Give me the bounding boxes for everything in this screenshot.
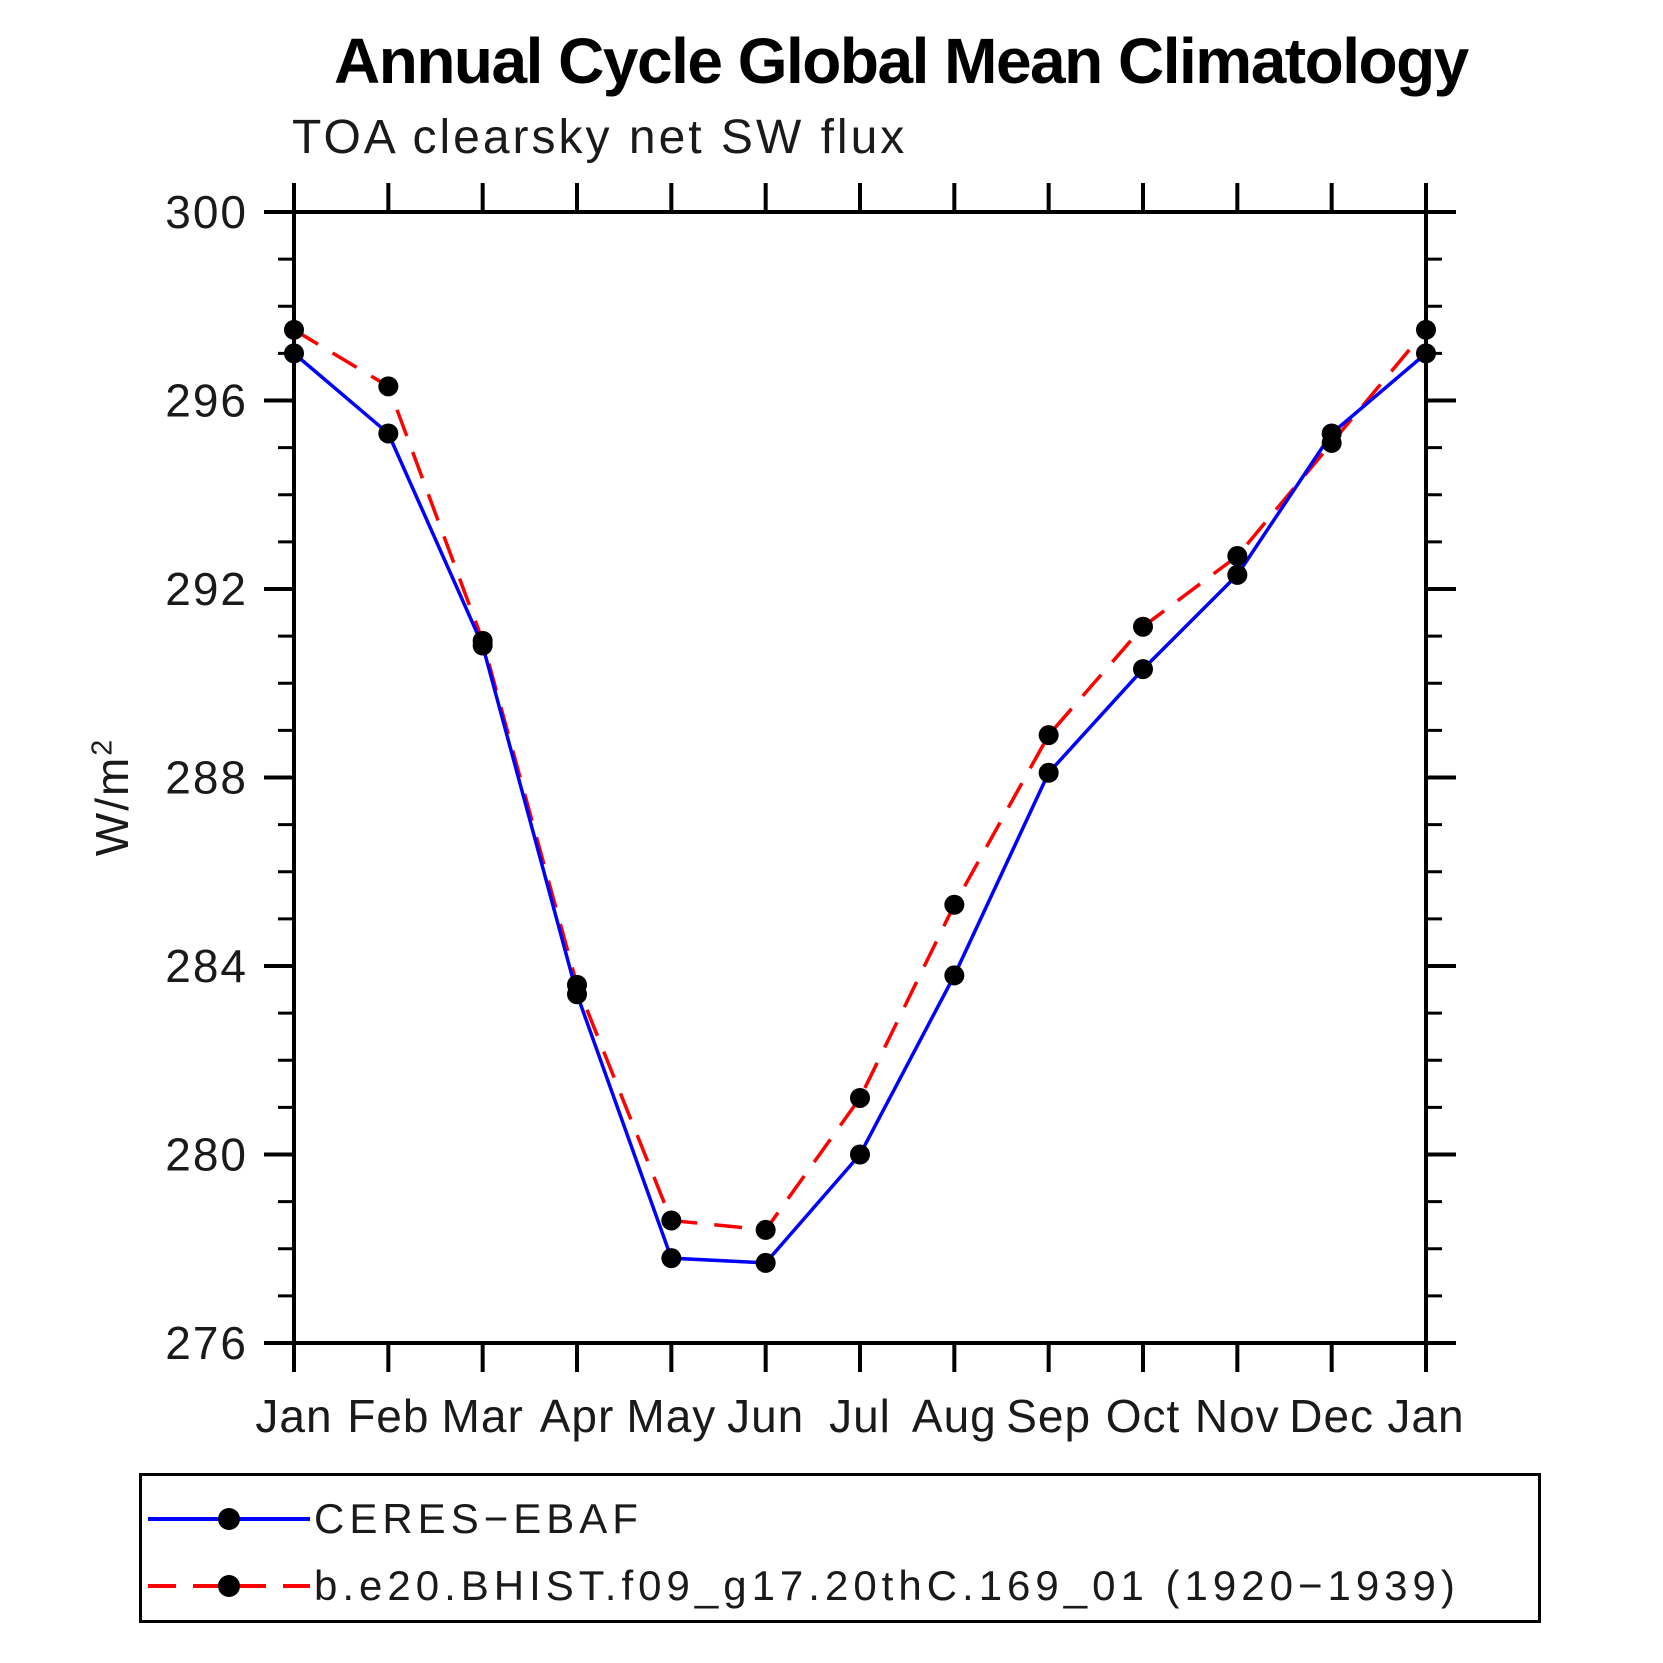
x-tick-label: Sep <box>1006 1390 1091 1442</box>
data-point-marker <box>1227 564 1248 585</box>
y-tick-label: 300 <box>165 186 248 238</box>
legend-label-model: b.e20.BHIST.f09_g17.20thC.169_01 (1920−1… <box>314 1562 1460 1609</box>
chart-subtitle: TOA clearsky net SW flux <box>292 111 908 164</box>
legend-entry-ceres: CERES−EBAF <box>148 1498 643 1540</box>
data-point-marker <box>944 965 965 986</box>
y-tick-label: 284 <box>165 940 248 992</box>
data-point-marker <box>1038 725 1059 746</box>
x-tick-label: May <box>626 1390 716 1442</box>
y-tick-label: 296 <box>165 375 248 427</box>
data-point-marker <box>755 1219 776 1240</box>
data-point-marker <box>1416 343 1436 364</box>
x-tick-label: Nov <box>1195 1390 1280 1442</box>
series-line-ceres <box>292 352 1428 1265</box>
x-tick-label: Jun <box>727 1390 804 1442</box>
y-tick-label: 276 <box>165 1317 248 1369</box>
x-tick-label: Jul <box>829 1390 891 1442</box>
data-point-marker <box>284 319 304 340</box>
data-point-marker <box>1321 432 1342 453</box>
data-point-marker <box>1133 659 1153 680</box>
chart-title: Annual Cycle Global Mean Climatology <box>334 25 1469 97</box>
legend: CERES−EBAF b.e20.BHIST.f09_g17.20thC.169… <box>139 1473 1541 1623</box>
y-tick-label: 280 <box>165 1129 248 1181</box>
data-point-marker <box>567 974 587 995</box>
x-tick-label: Feb <box>347 1390 429 1442</box>
x-tick-label: Dec <box>1289 1390 1374 1442</box>
x-tick-label: Aug <box>912 1390 997 1442</box>
data-point-marker <box>755 1252 776 1273</box>
data-point-marker <box>1133 616 1153 637</box>
x-tick-label: Oct <box>1106 1390 1181 1442</box>
y-tick-label: 288 <box>165 752 248 804</box>
data-point-marker <box>1227 546 1248 567</box>
x-tick-label: Apr <box>540 1390 615 1442</box>
data-point-marker <box>944 894 965 915</box>
data-point-marker <box>378 376 399 397</box>
data-point-marker <box>661 1248 682 1269</box>
legend-sample-ceres <box>148 1508 310 1530</box>
legend-marker-dot <box>218 1508 240 1530</box>
data-point-marker <box>850 1087 870 1108</box>
data-point-marker <box>284 343 304 364</box>
legend-sample-model <box>148 1575 310 1597</box>
data-point-marker <box>378 423 399 444</box>
data-point-marker <box>661 1210 682 1231</box>
x-tick-label: Mar <box>442 1390 524 1442</box>
legend-marker-dot <box>218 1575 240 1597</box>
x-tick-label: Jan <box>1387 1390 1464 1442</box>
legend-label-ceres: CERES−EBAF <box>314 1495 643 1542</box>
plot-frame <box>292 210 1428 1345</box>
data-point-marker <box>1416 319 1436 340</box>
data-point-marker <box>1038 762 1059 783</box>
y-tick-label: 292 <box>165 563 248 615</box>
data-point-marker <box>850 1144 870 1165</box>
x-tick-label: Jan <box>255 1390 332 1442</box>
data-point-marker <box>472 630 493 651</box>
legend-entry-model: b.e20.BHIST.f09_g17.20thC.169_01 (1920−1… <box>148 1565 1460 1607</box>
